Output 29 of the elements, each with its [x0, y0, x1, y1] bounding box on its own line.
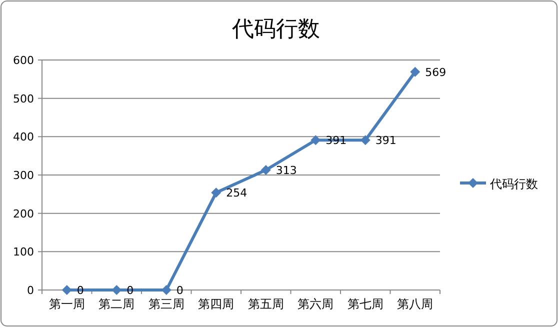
x-tick-label: 第一周	[48, 297, 85, 311]
y-tick-label: 0	[27, 284, 34, 297]
data-label: 569	[425, 66, 446, 79]
x-tick-label: 第三周	[148, 297, 184, 311]
data-label: 391	[326, 134, 347, 148]
point	[62, 285, 72, 295]
x-tick-label: 第五周	[248, 297, 284, 311]
y-tick-label: 100	[13, 246, 34, 259]
x-tick-label: 第八周	[397, 297, 434, 311]
chart-title: 代码行数	[231, 17, 320, 42]
x-tick-label: 第四周	[198, 297, 234, 311]
data-label: 0	[176, 284, 184, 297]
point	[360, 135, 370, 146]
y-tick-label: 300	[13, 169, 34, 182]
y-tick-label: 600	[13, 54, 34, 67]
data-label: 391	[375, 134, 396, 148]
data-label: 254	[226, 186, 248, 200]
point	[211, 188, 222, 198]
y-tick-label: 400	[13, 130, 34, 144]
point	[310, 135, 321, 146]
x-tick-label: 第二周	[98, 297, 135, 311]
point	[410, 66, 420, 77]
x-tick-label: 第六周	[298, 297, 334, 311]
y-tick-label: 500	[13, 92, 34, 106]
y-tick-label: 200	[13, 207, 34, 220]
point	[260, 165, 271, 176]
x-tick-label: 第七周	[347, 297, 384, 311]
legend-label: 代码行数	[489, 177, 538, 191]
data-label: 313	[276, 164, 297, 178]
